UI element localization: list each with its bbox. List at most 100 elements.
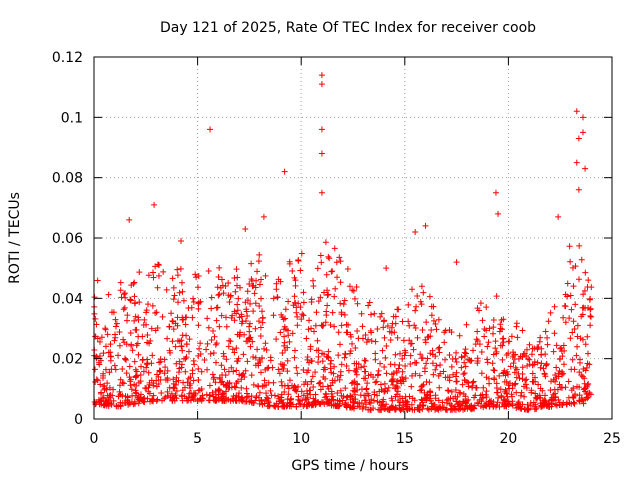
- data-point: [294, 370, 301, 377]
- data-point: [517, 392, 524, 399]
- data-point: [126, 216, 133, 223]
- data-point: [201, 356, 208, 363]
- data-point: [117, 287, 124, 294]
- data-point: [135, 351, 142, 358]
- data-point: [360, 375, 367, 382]
- data-point: [225, 384, 232, 391]
- data-point: [304, 402, 311, 409]
- data-point: [468, 406, 475, 413]
- data-point: [156, 262, 163, 269]
- data-point: [521, 393, 528, 400]
- data-point: [480, 384, 487, 391]
- data-point: [112, 331, 119, 338]
- data-point: [406, 337, 413, 344]
- data-point: [182, 321, 189, 328]
- data-point: [572, 301, 579, 308]
- data-point: [428, 312, 435, 319]
- data-point: [379, 398, 386, 405]
- data-point: [280, 326, 287, 333]
- data-point: [579, 129, 586, 136]
- data-point: [169, 317, 176, 324]
- data-point: [405, 405, 412, 412]
- data-point: [384, 387, 391, 394]
- data-point: [466, 356, 473, 363]
- data-point: [332, 285, 339, 292]
- data-point: [265, 364, 272, 371]
- data-point: [469, 379, 476, 386]
- data-point: [195, 273, 202, 280]
- data-point: [560, 314, 567, 321]
- data-point: [131, 358, 138, 365]
- data-point: [282, 306, 289, 313]
- data-point: [108, 366, 115, 373]
- data-point: [195, 387, 202, 394]
- data-point: [503, 398, 510, 405]
- data-point: [281, 342, 288, 349]
- data-point: [327, 365, 334, 372]
- data-point: [411, 406, 418, 413]
- data-point: [175, 299, 182, 306]
- data-point: [330, 370, 337, 377]
- data-point: [575, 186, 582, 193]
- data-point: [211, 333, 218, 340]
- data-point: [463, 321, 470, 328]
- data-point: [376, 388, 383, 395]
- data-point: [185, 348, 192, 355]
- data-point: [144, 301, 151, 308]
- data-point: [315, 347, 322, 354]
- data-point: [392, 351, 399, 358]
- data-point: [156, 368, 163, 375]
- data-point: [477, 403, 484, 410]
- data-point: [491, 376, 498, 383]
- data-point: [188, 304, 195, 311]
- data-point: [306, 387, 313, 394]
- data-point: [337, 387, 344, 394]
- data-point: [566, 243, 573, 250]
- data-point: [256, 251, 263, 258]
- data-point: [390, 375, 397, 382]
- data-point: [514, 334, 521, 341]
- data-point: [483, 388, 490, 395]
- data-point: [462, 363, 469, 370]
- data-point: [470, 347, 477, 354]
- data-point: [336, 400, 343, 407]
- data-point: [116, 382, 123, 389]
- data-point: [330, 402, 337, 409]
- data-point: [121, 304, 128, 311]
- data-point: [289, 267, 296, 274]
- data-point: [343, 404, 350, 411]
- data-point: [183, 341, 190, 348]
- data-point: [555, 213, 562, 220]
- data-point: [191, 361, 198, 368]
- data-point: [136, 397, 143, 404]
- data-point: [214, 284, 221, 291]
- data-point: [178, 279, 185, 286]
- data-point: [505, 401, 512, 408]
- data-point: [292, 282, 299, 289]
- data-point: [221, 397, 228, 404]
- data-point: [110, 386, 117, 393]
- data-point: [566, 400, 573, 407]
- data-point: [128, 282, 135, 289]
- data-point: [278, 378, 285, 385]
- data-point: [329, 393, 336, 400]
- data-point: [225, 343, 232, 350]
- data-point: [499, 326, 506, 333]
- data-point: [140, 321, 147, 328]
- data-point: [187, 385, 194, 392]
- data-point: [199, 392, 206, 399]
- data-point: [195, 365, 202, 372]
- data-point: [486, 401, 493, 408]
- data-point: [574, 333, 581, 340]
- data-point: [549, 400, 556, 407]
- data-point: [374, 325, 381, 332]
- data-point: [508, 391, 515, 398]
- data-point: [132, 313, 139, 320]
- data-point: [419, 382, 426, 389]
- data-point: [280, 403, 287, 410]
- data-point: [506, 385, 513, 392]
- data-point: [394, 388, 401, 395]
- data-point: [331, 363, 338, 370]
- data-point: [315, 298, 322, 305]
- data-point: [508, 333, 515, 340]
